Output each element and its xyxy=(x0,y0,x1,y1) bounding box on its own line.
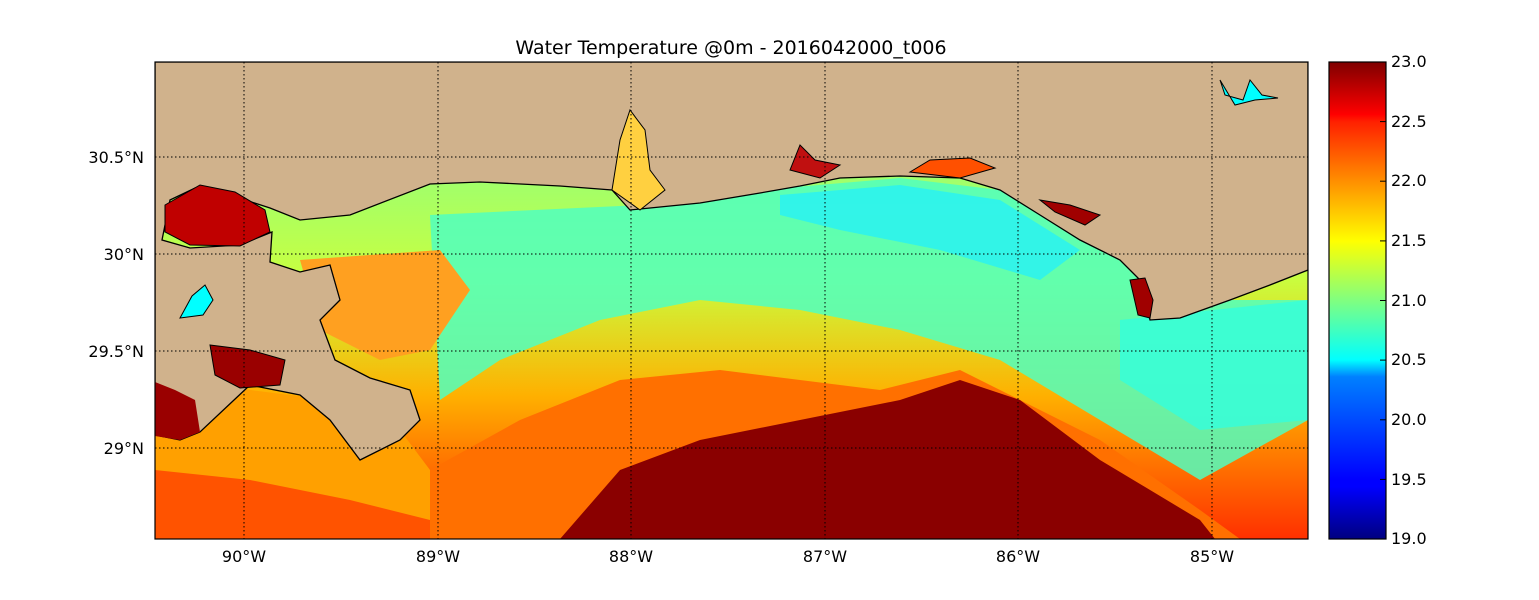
inland-lake-west xyxy=(179,284,214,319)
colorbar-tick-label: 20.5 xyxy=(1391,350,1427,369)
east-cool-patch xyxy=(1120,300,1308,430)
coolest-water-patch xyxy=(780,185,1080,280)
pensacola-bay xyxy=(789,144,842,179)
map-title: Water Temperature @0m - 2016042000_t006 xyxy=(515,37,946,59)
warmest-water-zone xyxy=(560,380,1215,539)
southwest-warm-water xyxy=(155,470,430,539)
lon-tick-label: 90°W xyxy=(222,547,266,566)
lon-tick-label: 87°W xyxy=(803,547,847,566)
colorbar-tick-labels: 23.0 22.5 22.0 21.5 21.0 20.5 20.0 19.5 … xyxy=(1391,52,1427,548)
lon-tick-label: 89°W xyxy=(416,547,460,566)
lat-tick-label: 29°N xyxy=(104,439,144,458)
barataria-bay-warm xyxy=(155,382,200,440)
st-joseph-bay xyxy=(1129,277,1154,319)
colorbar-tick-label: 21.0 xyxy=(1391,291,1427,310)
inland-lake-east xyxy=(1219,78,1279,106)
lon-tick-label: 85°W xyxy=(1190,547,1234,566)
colorbar-ticks xyxy=(1380,61,1386,540)
map-area xyxy=(155,62,1308,539)
map-frame xyxy=(154,61,1309,540)
st-andrew-bay xyxy=(1038,199,1102,226)
lat-tick-label: 30.5°N xyxy=(88,148,144,167)
land-mass xyxy=(155,62,1308,461)
lat-tick-label: 30°N xyxy=(104,245,144,264)
lon-tick-label: 86°W xyxy=(996,547,1040,566)
lon-tick-label: 88°W xyxy=(609,547,653,566)
colorbar-tick-label: 19.5 xyxy=(1391,470,1427,489)
colorbar-tick-label: 20.0 xyxy=(1391,410,1427,429)
colorbar-tick-label: 22.5 xyxy=(1391,112,1427,131)
mississippi-sound-warm xyxy=(300,250,470,360)
colorbar-tick-label: 21.5 xyxy=(1391,231,1427,250)
lat-tick-labels: 30.5°N 30°N 29.5°N 29°N xyxy=(88,148,144,458)
mobile-bay xyxy=(611,108,666,211)
lat-tick-label: 29.5°N xyxy=(88,342,144,361)
colorbar-tick-label: 23.0 xyxy=(1391,52,1427,71)
lon-tick-labels: 90°W 89°W 88°W 87°W 86°W 85°W xyxy=(222,547,1234,566)
choctawhatchee-bay xyxy=(908,157,997,179)
colorbar xyxy=(1328,61,1387,540)
colorbar-tick-label: 22.0 xyxy=(1391,171,1427,190)
colorbar-tick-label: 19.0 xyxy=(1391,529,1427,548)
breton-sound-warm xyxy=(209,344,286,389)
gridlines xyxy=(155,62,1308,539)
